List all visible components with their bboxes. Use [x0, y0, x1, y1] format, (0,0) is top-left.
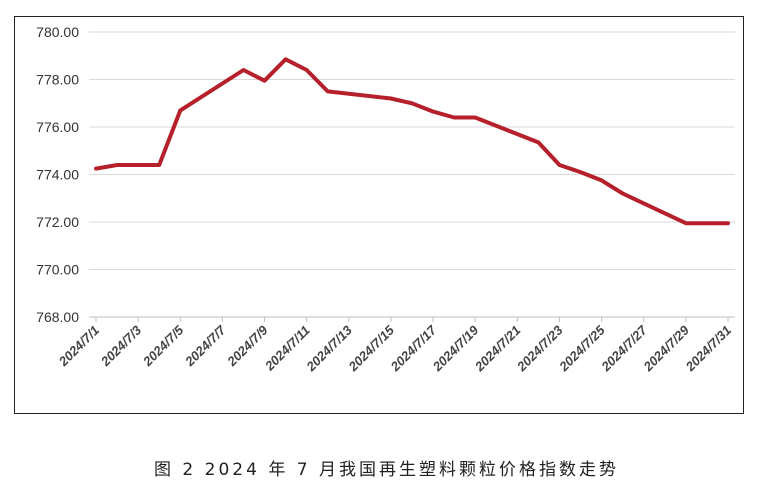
data-point [621, 191, 625, 196]
y-tick-label: 772.00 [36, 214, 79, 230]
data-point [431, 109, 435, 114]
x-tick-label: 2024/7/1 [55, 323, 102, 370]
series-line [94, 57, 730, 226]
data-point [136, 163, 140, 167]
x-tick-label: 2024/7/21 [471, 323, 523, 375]
data-point [389, 96, 393, 101]
series [94, 57, 730, 226]
data-point [262, 79, 267, 83]
chart-frame: 768.00 770.00 772.00 774.00 776.00 778.00 780.… [14, 16, 744, 414]
data-point [600, 178, 604, 183]
y-tick-label: 768.00 [36, 309, 79, 325]
y-tick-label: 776.00 [36, 119, 79, 135]
data-point [326, 89, 330, 93]
figure-caption: 图 2 2024 年 7 月我国再生塑料颗粒价格指数走势 [154, 460, 619, 480]
axes [89, 316, 735, 322]
y-tick-label: 778.00 [36, 72, 79, 88]
data-point [578, 170, 583, 174]
data-point [536, 140, 541, 145]
x-tick-label: 2024/7/29 [640, 322, 693, 375]
data-point [557, 163, 562, 167]
y-tick-labels: 768.00 770.00 772.00 774.00 776.00 778.00 780.… [36, 24, 79, 325]
data-point [305, 68, 309, 72]
x-tick-label: 2024/7/23 [513, 322, 566, 375]
data-point [684, 221, 688, 225]
x-tick-label: 2024/7/15 [345, 322, 398, 375]
x-tick-label: 2024/7/31 [682, 323, 734, 375]
line-chart: 768.00 770.00 772.00 774.00 776.00 778.00 780.… [36, 24, 735, 375]
y-tick-label: 780.00 [36, 24, 79, 40]
x-tick-label: 2024/7/19 [429, 322, 482, 375]
gridlines [89, 31, 735, 318]
data-point [157, 163, 161, 167]
data-point [284, 57, 288, 61]
data-point [726, 221, 730, 225]
x-tick-label: 2024/7/5 [139, 322, 187, 370]
data-point [178, 108, 182, 112]
x-tick-label: 2024/7/3 [97, 322, 145, 370]
y-tick-label: 770.00 [36, 262, 79, 278]
data-point [705, 221, 709, 225]
data-point [115, 163, 119, 167]
data-point [94, 166, 98, 171]
x-tick-labels: 2024/7/12024/7/32024/7/52024/7/72024/7/9… [55, 322, 734, 375]
data-point [452, 115, 456, 120]
data-point [241, 68, 246, 72]
x-tick-label: 2024/7/7 [181, 322, 229, 370]
data-point [473, 115, 477, 120]
data-point [410, 101, 414, 105]
y-tick-label: 774.00 [36, 167, 79, 183]
